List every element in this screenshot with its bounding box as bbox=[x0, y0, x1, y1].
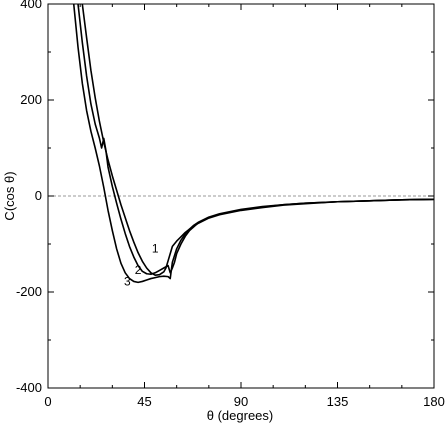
x-tick-label: 180 bbox=[423, 394, 445, 409]
x-tick-label: 45 bbox=[137, 394, 151, 409]
x-tick-label: 90 bbox=[234, 394, 248, 409]
series-group bbox=[72, 4, 434, 284]
x-tick-label: 135 bbox=[327, 394, 349, 409]
curve-label-3: 3 bbox=[124, 274, 131, 288]
y-tick-label: -200 bbox=[16, 284, 42, 299]
x-tick-label: 0 bbox=[44, 394, 51, 409]
tick-labels-group: 0 45 90 135 180 -400 -200 0 200 400 bbox=[16, 0, 445, 409]
y-tick-label: -400 bbox=[16, 380, 42, 395]
x-axis-title: θ (degrees) bbox=[207, 408, 273, 423]
y-tick-label: 400 bbox=[20, 0, 42, 11]
axes-group bbox=[47, 3, 435, 389]
y-tick-label: 200 bbox=[20, 92, 42, 107]
y-axis-title: C(cos θ) bbox=[2, 171, 17, 220]
series-line-3 bbox=[72, 4, 434, 284]
curve-label-1: 1 bbox=[152, 242, 159, 256]
y-tick-label: 0 bbox=[35, 188, 42, 203]
curve-label-2: 2 bbox=[135, 263, 142, 277]
curve-labels-group: 123 bbox=[124, 242, 159, 289]
